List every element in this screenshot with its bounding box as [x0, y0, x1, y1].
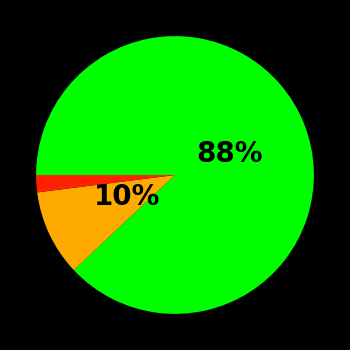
Wedge shape	[36, 175, 175, 192]
Text: 10%: 10%	[94, 183, 160, 211]
Text: 88%: 88%	[196, 140, 262, 168]
Wedge shape	[37, 175, 175, 270]
Wedge shape	[36, 36, 314, 314]
